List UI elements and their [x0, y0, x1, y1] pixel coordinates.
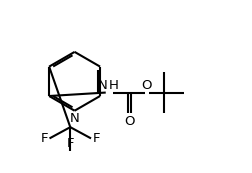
Text: O: O [123, 115, 134, 128]
Text: F: F [40, 132, 48, 145]
Text: F: F [92, 132, 100, 145]
Text: N: N [97, 79, 107, 92]
Text: F: F [66, 137, 74, 150]
Text: H: H [108, 79, 118, 92]
Text: O: O [141, 79, 151, 92]
Text: N: N [70, 112, 79, 125]
